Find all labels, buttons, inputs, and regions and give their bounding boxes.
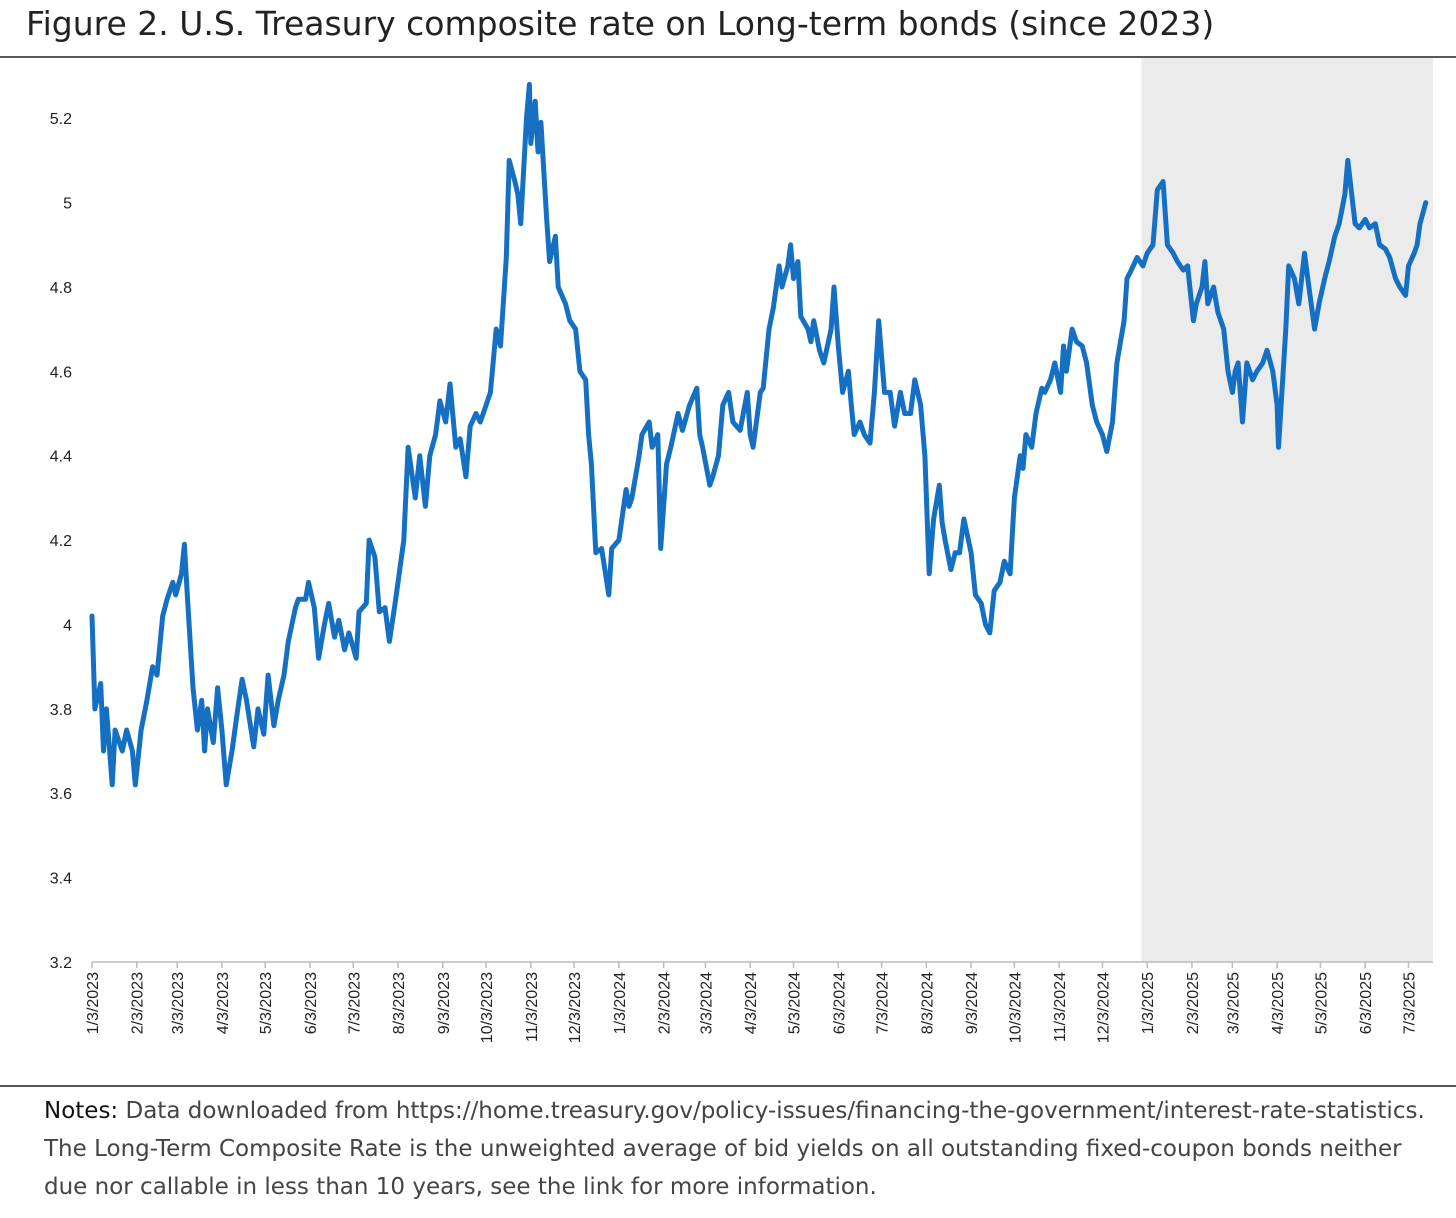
y-tick-label: 4.6 — [50, 364, 72, 381]
y-tick-label: 3.2 — [50, 955, 72, 972]
x-tick-label: 4/3/2025 — [1270, 972, 1287, 1034]
y-tick-label: 5.2 — [50, 111, 72, 128]
x-tick-label: 2/3/2024 — [657, 972, 674, 1034]
line — [89, 81, 1429, 788]
x-tick-label: 7/3/2023 — [346, 972, 363, 1034]
x-tick-label: 2/3/2025 — [1185, 972, 1202, 1034]
chart-title: Figure 2. U.S. Treasury composite rate o… — [26, 4, 1214, 43]
x-tick-label: 12/3/2023 — [567, 972, 584, 1043]
y-tick-label: 3.4 — [50, 871, 72, 888]
shaded-region — [1141, 58, 1433, 962]
x-tick-label: 4/3/2023 — [215, 972, 232, 1034]
x-tick-label: 11/3/2024 — [1052, 972, 1069, 1042]
x-tick-label: 1/3/2024 — [612, 972, 629, 1034]
x-tick-label: 9/3/2023 — [436, 972, 453, 1034]
x-tick-label: 9/3/2024 — [964, 972, 981, 1034]
x-tick-label: 3/3/2025 — [1225, 972, 1242, 1034]
y-tick-label: 4.2 — [50, 533, 72, 550]
x-tick-label: 8/3/2024 — [919, 972, 936, 1034]
x-tick-label: 5/3/2025 — [1313, 972, 1330, 1034]
x-tick-label: 5/3/2024 — [787, 972, 804, 1034]
notes: Notes: Data downloaded from https://home… — [44, 1092, 1434, 1206]
x-tick-label: 2/3/2023 — [130, 972, 147, 1034]
y-tick-label: 4.4 — [50, 449, 72, 466]
x-tick-label: 12/3/2024 — [1095, 972, 1112, 1043]
chart: Figure 2. U.S. Treasury composite rate o… — [0, 4, 1456, 1087]
y-tick-label: 4 — [63, 617, 72, 634]
x-tick-label: 6/3/2025 — [1358, 972, 1375, 1034]
y-tick-label: 5 — [63, 196, 72, 213]
x-tick-label: 5/3/2023 — [258, 972, 275, 1034]
x-tick-label: 4/3/2024 — [743, 972, 760, 1034]
x-tick-label: 11/3/2023 — [524, 972, 541, 1042]
notes-label: Notes: — [44, 1098, 119, 1124]
x-tick-label: 3/3/2023 — [170, 972, 187, 1034]
x-tick-label: 1/3/2025 — [1140, 972, 1157, 1034]
notes-text: Data downloaded from https://home.treasu… — [44, 1098, 1425, 1200]
y-tick-label: 3.8 — [50, 702, 72, 719]
x-tick-label: 7/3/2025 — [1401, 972, 1418, 1034]
x-tick-label: 7/3/2024 — [875, 972, 892, 1034]
x-tick-label: 6/3/2024 — [831, 972, 848, 1034]
x-tick-label: 3/3/2024 — [698, 972, 715, 1034]
x-tick-label: 6/3/2023 — [303, 972, 320, 1034]
x-tick-label: 8/3/2023 — [391, 972, 408, 1034]
x-tick-label: 10/3/2024 — [1007, 972, 1024, 1043]
y-tick-label: 3.6 — [50, 786, 72, 803]
x-tick-label: 10/3/2023 — [479, 972, 496, 1043]
y-tick-label: 4.8 — [50, 280, 72, 297]
x-tick-label: 1/3/2023 — [85, 972, 102, 1034]
